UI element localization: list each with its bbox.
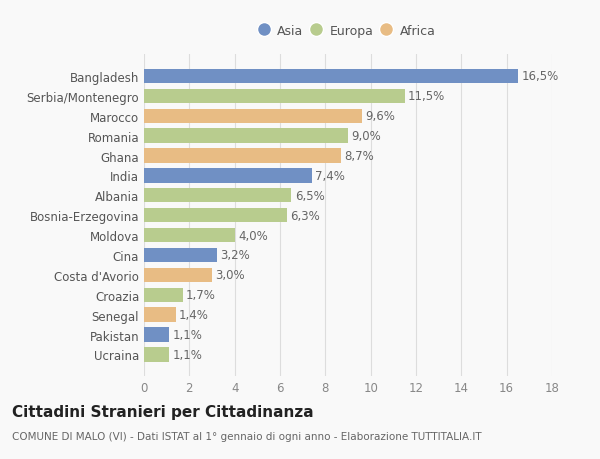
Bar	[144, 347, 169, 362]
Bar	[144, 308, 176, 322]
Text: 3,2%: 3,2%	[220, 249, 250, 262]
Text: 1,4%: 1,4%	[179, 308, 209, 321]
Text: 1,1%: 1,1%	[172, 348, 202, 361]
Text: 16,5%: 16,5%	[521, 70, 559, 84]
Bar	[144, 90, 404, 104]
Bar	[144, 129, 348, 144]
Bar	[144, 109, 362, 123]
Text: 4,0%: 4,0%	[238, 229, 268, 242]
Text: 9,6%: 9,6%	[365, 110, 395, 123]
Bar	[144, 70, 518, 84]
Text: 6,3%: 6,3%	[290, 209, 320, 222]
Bar	[144, 248, 217, 263]
Bar	[144, 189, 292, 203]
Text: 9,0%: 9,0%	[352, 130, 381, 143]
Text: 1,1%: 1,1%	[172, 328, 202, 341]
Legend: Asia, Europa, Africa: Asia, Europa, Africa	[258, 23, 438, 41]
Bar	[144, 268, 212, 282]
Text: 3,0%: 3,0%	[215, 269, 245, 282]
Text: 8,7%: 8,7%	[344, 150, 374, 162]
Bar	[144, 169, 312, 183]
Text: 11,5%: 11,5%	[408, 90, 445, 103]
Text: Cittadini Stranieri per Cittadinanza: Cittadini Stranieri per Cittadinanza	[12, 404, 314, 419]
Text: 7,4%: 7,4%	[315, 169, 345, 183]
Bar	[144, 288, 182, 302]
Bar	[144, 328, 169, 342]
Bar	[144, 229, 235, 243]
Text: 6,5%: 6,5%	[295, 190, 325, 202]
Bar	[144, 208, 287, 223]
Text: 1,7%: 1,7%	[186, 289, 216, 302]
Bar	[144, 149, 341, 163]
Text: COMUNE DI MALO (VI) - Dati ISTAT al 1° gennaio di ogni anno - Elaborazione TUTTI: COMUNE DI MALO (VI) - Dati ISTAT al 1° g…	[12, 431, 482, 442]
